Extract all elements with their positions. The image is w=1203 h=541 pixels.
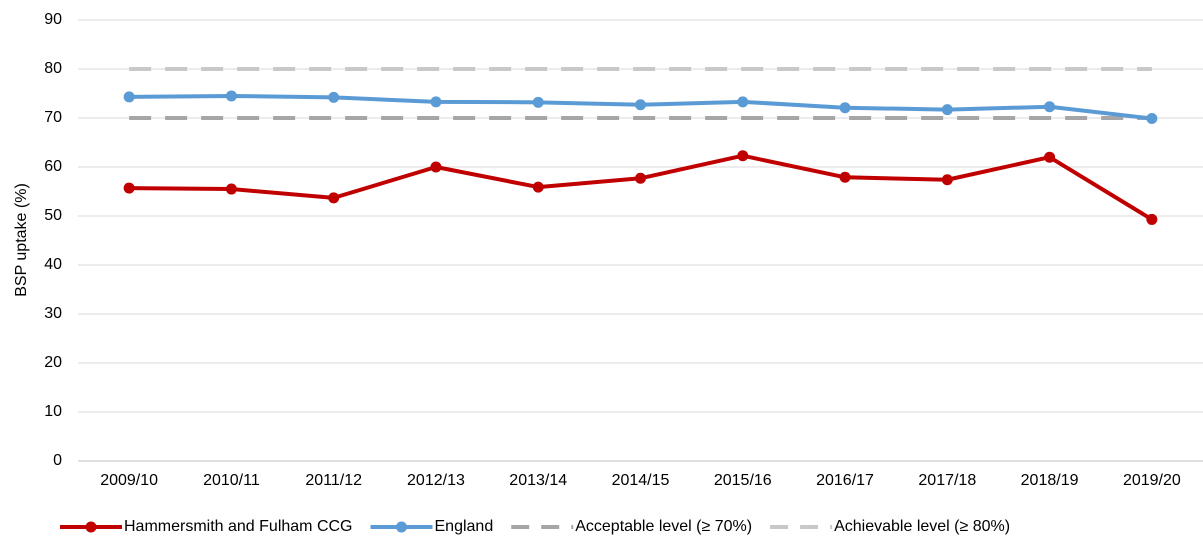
legend-marker	[396, 521, 407, 533]
legend-label: England	[435, 518, 494, 535]
legend-marker	[85, 521, 97, 533]
point	[635, 172, 646, 184]
x-tick-label: 2017/18	[918, 472, 976, 489]
point	[328, 91, 340, 103]
point	[1044, 101, 1056, 113]
x-tick-label: 2014/15	[612, 472, 670, 489]
y-tick-label: 20	[44, 354, 62, 371]
x-tick-label: 2011/12	[305, 472, 362, 489]
point	[532, 181, 544, 193]
point	[225, 90, 237, 102]
y-tick-label: 70	[44, 109, 62, 126]
legend-label: Acceptable level (≥ 70%)	[575, 518, 752, 535]
point	[1146, 213, 1158, 225]
x-tick-label: 2012/13	[407, 472, 465, 489]
point	[225, 183, 237, 195]
x-tick-label: 2016/17	[816, 472, 874, 489]
x-tick-label: 2010/11	[203, 472, 260, 489]
y-tick-label: 40	[44, 256, 62, 273]
x-tick-label: 2019/20	[1123, 472, 1181, 489]
y-tick-label: 30	[44, 305, 62, 322]
legend-label: Achievable level (≥ 80%)	[834, 518, 1010, 535]
y-tick-label: 80	[44, 60, 62, 77]
point	[1044, 151, 1056, 163]
point	[532, 96, 544, 108]
y-tick-label: 60	[44, 158, 62, 175]
point	[941, 174, 953, 186]
point	[430, 96, 442, 108]
point	[737, 150, 749, 162]
point	[123, 182, 135, 194]
x-tick-label: 2018/19	[1021, 472, 1079, 489]
point	[1146, 112, 1158, 124]
x-tick-label: 2009/10	[100, 472, 158, 489]
y-tick-label: 10	[44, 403, 62, 420]
y-tick-label: 0	[53, 452, 62, 469]
point	[430, 161, 442, 173]
point	[839, 102, 851, 114]
y-tick-label: 50	[44, 207, 62, 224]
x-tick-label: 2013/14	[509, 472, 567, 489]
point	[328, 192, 340, 204]
x-tick-label: 2015/16	[714, 472, 772, 489]
series-line	[129, 153, 1153, 222]
point	[839, 171, 851, 183]
y-tick-label: 90	[44, 11, 62, 28]
point	[635, 99, 646, 111]
point	[737, 96, 749, 108]
legend-label: Hammersmith and Fulham CCG	[124, 518, 353, 535]
point	[941, 104, 953, 116]
point	[123, 91, 135, 103]
y-axis-label: BSP uptake (%)	[13, 183, 30, 297]
